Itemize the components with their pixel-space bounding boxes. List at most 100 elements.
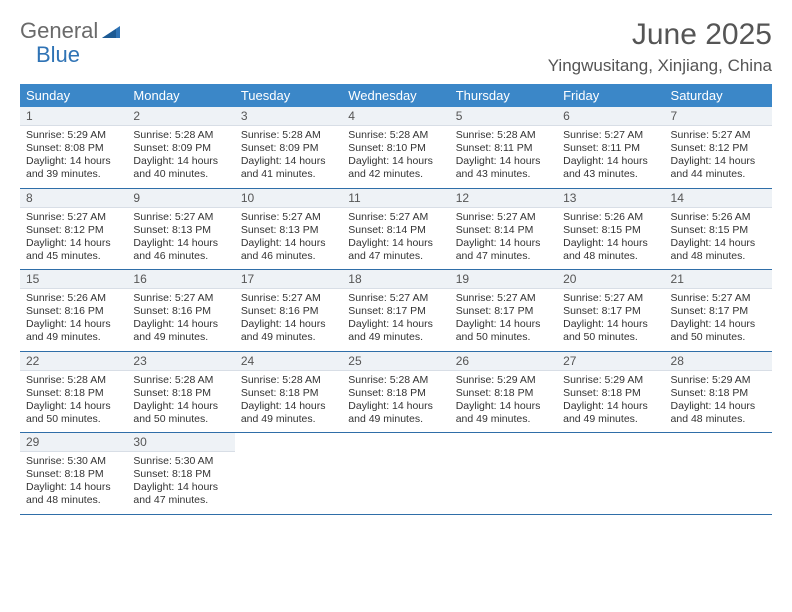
calendar-cell: .. <box>235 433 342 515</box>
day-body: Sunrise: 5:27 AMSunset: 8:17 PMDaylight:… <box>450 289 557 351</box>
day-number: 29 <box>20 433 127 452</box>
day-number: 18 <box>342 270 449 289</box>
day-number: 14 <box>665 189 772 208</box>
day-number: 3 <box>235 107 342 126</box>
day-number: 12 <box>450 189 557 208</box>
day-number: 17 <box>235 270 342 289</box>
day-number: 11 <box>342 189 449 208</box>
weekday-header: Thursday <box>450 84 557 107</box>
day-body: Sunrise: 5:27 AMSunset: 8:16 PMDaylight:… <box>127 289 234 351</box>
page-subtitle: Yingwusitang, Xinjiang, China <box>548 56 772 76</box>
logo-text-general: General <box>20 18 98 44</box>
day-body: Sunrise: 5:28 AMSunset: 8:18 PMDaylight:… <box>235 371 342 433</box>
day-number: 7 <box>665 107 772 126</box>
day-number: 5 <box>450 107 557 126</box>
calendar-cell: 1Sunrise: 5:29 AMSunset: 8:08 PMDaylight… <box>20 107 127 188</box>
calendar-cell: 28Sunrise: 5:29 AMSunset: 8:18 PMDayligh… <box>665 351 772 433</box>
calendar-cell: 27Sunrise: 5:29 AMSunset: 8:18 PMDayligh… <box>557 351 664 433</box>
calendar-cell: 23Sunrise: 5:28 AMSunset: 8:18 PMDayligh… <box>127 351 234 433</box>
calendar-cell: 30Sunrise: 5:30 AMSunset: 8:18 PMDayligh… <box>127 433 234 515</box>
weekday-header: Friday <box>557 84 664 107</box>
calendar-cell: 21Sunrise: 5:27 AMSunset: 8:17 PMDayligh… <box>665 270 772 352</box>
day-number: 10 <box>235 189 342 208</box>
logo-text-blue-wrap: Blue <box>36 42 80 68</box>
calendar-cell: 9Sunrise: 5:27 AMSunset: 8:13 PMDaylight… <box>127 188 234 270</box>
day-body: Sunrise: 5:27 AMSunset: 8:14 PMDaylight:… <box>450 208 557 270</box>
page-title: June 2025 <box>548 18 772 52</box>
header: General June 2025 Yingwusitang, Xinjiang… <box>20 18 772 76</box>
day-number: 8 <box>20 189 127 208</box>
calendar-cell: 26Sunrise: 5:29 AMSunset: 8:18 PMDayligh… <box>450 351 557 433</box>
day-body: Sunrise: 5:27 AMSunset: 8:16 PMDaylight:… <box>235 289 342 351</box>
logo-triangle-icon <box>102 24 122 38</box>
calendar-cell: 16Sunrise: 5:27 AMSunset: 8:16 PMDayligh… <box>127 270 234 352</box>
day-body: Sunrise: 5:29 AMSunset: 8:08 PMDaylight:… <box>20 126 127 188</box>
calendar-cell: 4Sunrise: 5:28 AMSunset: 8:10 PMDaylight… <box>342 107 449 188</box>
day-body: Sunrise: 5:28 AMSunset: 8:11 PMDaylight:… <box>450 126 557 188</box>
title-block: June 2025 Yingwusitang, Xinjiang, China <box>548 18 772 76</box>
day-body: Sunrise: 5:26 AMSunset: 8:15 PMDaylight:… <box>665 208 772 270</box>
calendar-cell: 22Sunrise: 5:28 AMSunset: 8:18 PMDayligh… <box>20 351 127 433</box>
day-number: 15 <box>20 270 127 289</box>
logo: General <box>20 18 124 44</box>
calendar-cell: 3Sunrise: 5:28 AMSunset: 8:09 PMDaylight… <box>235 107 342 188</box>
day-number: 20 <box>557 270 664 289</box>
day-body: Sunrise: 5:27 AMSunset: 8:13 PMDaylight:… <box>235 208 342 270</box>
day-number: 30 <box>127 433 234 452</box>
day-number: 4 <box>342 107 449 126</box>
day-body: Sunrise: 5:27 AMSunset: 8:11 PMDaylight:… <box>557 126 664 188</box>
day-number: 23 <box>127 352 234 371</box>
day-body: Sunrise: 5:27 AMSunset: 8:12 PMDaylight:… <box>665 126 772 188</box>
calendar-cell: .. <box>450 433 557 515</box>
day-number: 26 <box>450 352 557 371</box>
day-body: Sunrise: 5:28 AMSunset: 8:18 PMDaylight:… <box>127 371 234 433</box>
day-body: Sunrise: 5:27 AMSunset: 8:12 PMDaylight:… <box>20 208 127 270</box>
day-number: 28 <box>665 352 772 371</box>
weekday-header: Monday <box>127 84 234 107</box>
day-body: Sunrise: 5:27 AMSunset: 8:13 PMDaylight:… <box>127 208 234 270</box>
day-number: 1 <box>20 107 127 126</box>
day-body: Sunrise: 5:29 AMSunset: 8:18 PMDaylight:… <box>557 371 664 433</box>
day-number: 22 <box>20 352 127 371</box>
day-body: Sunrise: 5:30 AMSunset: 8:18 PMDaylight:… <box>20 452 127 514</box>
day-number: 21 <box>665 270 772 289</box>
day-number: 24 <box>235 352 342 371</box>
calendar-cell: 19Sunrise: 5:27 AMSunset: 8:17 PMDayligh… <box>450 270 557 352</box>
calendar-cell: 14Sunrise: 5:26 AMSunset: 8:15 PMDayligh… <box>665 188 772 270</box>
calendar-cell: 11Sunrise: 5:27 AMSunset: 8:14 PMDayligh… <box>342 188 449 270</box>
weekday-header: Saturday <box>665 84 772 107</box>
calendar-cell: 8Sunrise: 5:27 AMSunset: 8:12 PMDaylight… <box>20 188 127 270</box>
day-body: Sunrise: 5:28 AMSunset: 8:18 PMDaylight:… <box>20 371 127 433</box>
day-body: Sunrise: 5:29 AMSunset: 8:18 PMDaylight:… <box>450 371 557 433</box>
weekday-header: Wednesday <box>342 84 449 107</box>
calendar-body: 1Sunrise: 5:29 AMSunset: 8:08 PMDaylight… <box>20 107 772 514</box>
day-body: Sunrise: 5:27 AMSunset: 8:14 PMDaylight:… <box>342 208 449 270</box>
weekday-header: Sunday <box>20 84 127 107</box>
day-number: 27 <box>557 352 664 371</box>
logo-text-blue: Blue <box>36 42 80 67</box>
calendar-cell: 25Sunrise: 5:28 AMSunset: 8:18 PMDayligh… <box>342 351 449 433</box>
day-body: Sunrise: 5:28 AMSunset: 8:10 PMDaylight:… <box>342 126 449 188</box>
day-number: 25 <box>342 352 449 371</box>
day-number: 13 <box>557 189 664 208</box>
calendar-cell: .. <box>342 433 449 515</box>
calendar-cell: 24Sunrise: 5:28 AMSunset: 8:18 PMDayligh… <box>235 351 342 433</box>
day-body: Sunrise: 5:28 AMSunset: 8:09 PMDaylight:… <box>127 126 234 188</box>
calendar-cell: 7Sunrise: 5:27 AMSunset: 8:12 PMDaylight… <box>665 107 772 188</box>
calendar-cell: 29Sunrise: 5:30 AMSunset: 8:18 PMDayligh… <box>20 433 127 515</box>
day-body: Sunrise: 5:27 AMSunset: 8:17 PMDaylight:… <box>557 289 664 351</box>
day-body: Sunrise: 5:27 AMSunset: 8:17 PMDaylight:… <box>342 289 449 351</box>
calendar-cell: 13Sunrise: 5:26 AMSunset: 8:15 PMDayligh… <box>557 188 664 270</box>
calendar-head: SundayMondayTuesdayWednesdayThursdayFrid… <box>20 84 772 107</box>
day-number: 2 <box>127 107 234 126</box>
day-number: 6 <box>557 107 664 126</box>
calendar-cell: 2Sunrise: 5:28 AMSunset: 8:09 PMDaylight… <box>127 107 234 188</box>
day-body: Sunrise: 5:30 AMSunset: 8:18 PMDaylight:… <box>127 452 234 514</box>
calendar-cell: 10Sunrise: 5:27 AMSunset: 8:13 PMDayligh… <box>235 188 342 270</box>
day-number: 19 <box>450 270 557 289</box>
day-number: 16 <box>127 270 234 289</box>
day-body: Sunrise: 5:26 AMSunset: 8:16 PMDaylight:… <box>20 289 127 351</box>
calendar-cell: 18Sunrise: 5:27 AMSunset: 8:17 PMDayligh… <box>342 270 449 352</box>
day-body: Sunrise: 5:28 AMSunset: 8:09 PMDaylight:… <box>235 126 342 188</box>
calendar-cell: .. <box>557 433 664 515</box>
